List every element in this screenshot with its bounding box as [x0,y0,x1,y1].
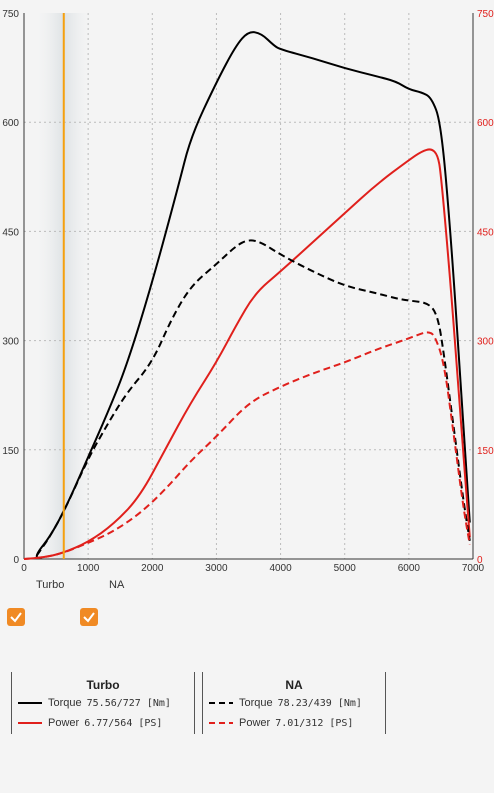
y-right-tick-label: 450 [477,227,494,238]
power-torque-chart: 0 1000 2000 3000 4000 5000 6000 700001503004506… [2,9,494,574]
y-left-tick-label: 300 [2,337,19,348]
na-checkbox[interactable] [80,608,98,626]
y-left-tick-label: 0 [13,555,19,566]
x-tick-label: 4000 [269,563,292,574]
legend-swatch [18,702,42,704]
x-tick-label: 1000 [77,563,100,574]
y-right-tick-label: 750 [477,9,494,20]
legend-value: 6.77/564 [84,717,133,729]
y-left-tick-label: 600 [2,118,19,129]
legend-swatch [18,722,42,724]
legend-na: NA Torque 78.23/439 [Nm] Power 7.01/312 … [202,672,386,734]
y-right-tick-label: 0 [477,555,483,566]
y-right-tick-label: 600 [477,118,494,129]
x-tick-label: 5000 [334,563,357,574]
toggle-label-turbo: Turbo [36,579,65,591]
y-right-tick-label: 300 [477,337,494,348]
series-line-turbo-torque [35,31,471,560]
x-tick-label: 3000 [205,563,228,574]
legend-value: 78.23/439 [277,697,332,709]
legend-row-na-power: Power 7.01/312 [PS] [209,716,353,730]
legend-label: Power [48,717,80,729]
legend-swatch [209,722,233,724]
y-left-tick-label: 450 [2,227,19,238]
legend-unit: [Nm] [146,697,171,709]
legend-value: 7.01/312 [275,717,324,729]
turbo-checkbox[interactable] [7,608,25,626]
legend-row-na-torque: Torque 78.23/439 [Nm] [209,696,362,710]
legend-label: Torque [239,697,273,709]
toggle-label-na: NA [109,579,125,591]
legend-swatch [209,702,233,704]
y-right-tick-label: 150 [477,446,494,457]
legend-row-turbo-power: Power 6.77/564 [PS] [18,716,162,730]
legend-value: 75.56/727 [86,697,141,709]
legend-turbo: Turbo Torque 75.56/727 [Nm] Power 6.77/5… [11,672,195,734]
x-tick-label: 7000 [462,563,485,574]
legend-label: Torque [48,697,82,709]
y-left-tick-label: 750 [2,9,19,20]
legend-title-na: NA [285,678,303,692]
x-tick-label: 0 [21,563,27,574]
legend-unit: [PS] [138,717,163,729]
legend-unit: [Nm] [337,697,362,709]
legend-label: Power [239,717,271,729]
x-tick-label: 6000 [398,563,421,574]
y-left-tick-label: 150 [2,446,19,457]
legend-title-turbo: Turbo [86,678,120,692]
series-line-na-torque [35,239,471,556]
legend-unit: [PS] [329,717,354,729]
check-icon [83,612,95,623]
x-tick-label: 2000 [141,563,164,574]
series-line-turbo-power [23,148,471,560]
series-line-na-power [23,331,471,560]
legend-row-turbo-torque: Torque 75.56/727 [Nm] [18,696,171,710]
check-icon [10,612,22,623]
